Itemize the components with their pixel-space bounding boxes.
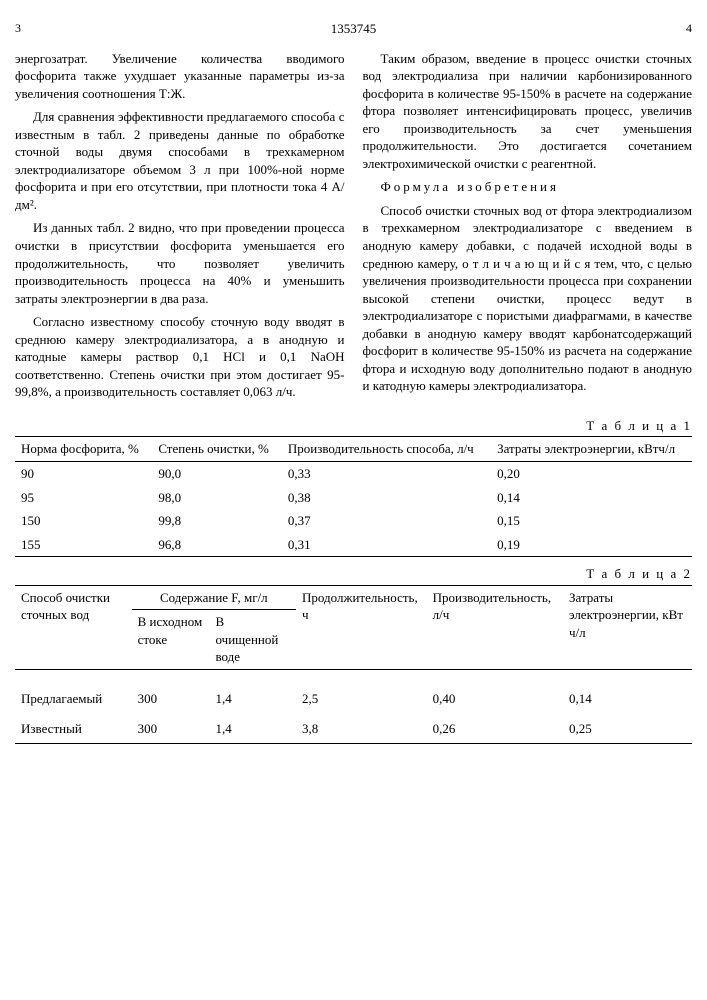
cell: 1,4: [210, 714, 297, 744]
page-header: 3 1353745 4: [15, 20, 692, 38]
table1: Норма фосфорита, % Степень очистки, % Пр…: [15, 436, 692, 557]
cell: 0,26: [427, 714, 563, 744]
table2-label: Т а б л и ц а 2: [15, 565, 692, 583]
cell: 0,37: [282, 509, 491, 533]
table-row: 150 99,8 0,37 0,15: [15, 509, 692, 533]
cell: 1,4: [210, 669, 297, 713]
table-row: Предлагаемый 300 1,4 2,5 0,40 0,14: [15, 669, 692, 713]
cell: 300: [132, 714, 210, 744]
page-left: 3: [15, 20, 21, 38]
table-row: Известный 300 1,4 3,8 0,26 0,25: [15, 714, 692, 744]
cell: 90,0: [152, 462, 282, 486]
table-row: 95 98,0 0,38 0,14: [15, 486, 692, 510]
cell: 96,8: [152, 533, 282, 557]
cell: 0,15: [491, 509, 692, 533]
cell: 90: [15, 462, 152, 486]
cell: 0,20: [491, 462, 692, 486]
col-header: В исходном стоке: [132, 610, 210, 670]
cell: 3,8: [296, 714, 427, 744]
col-header: Степень очистки, %: [152, 437, 282, 462]
col-header: В очищенной воде: [210, 610, 297, 670]
col-header: Затраты электроэнергии, кВтч/л: [491, 437, 692, 462]
cell: 0,38: [282, 486, 491, 510]
col-header: Продолжительность, ч: [296, 585, 427, 669]
para: Согласно известному способу сточную воду…: [15, 313, 345, 401]
cell: 0,40: [427, 669, 563, 713]
table-row: 90 90,0 0,33 0,20: [15, 462, 692, 486]
cell: 155: [15, 533, 152, 557]
cell: Известный: [15, 714, 132, 744]
cell: 2,5: [296, 669, 427, 713]
para: Из данных табл. 2 видно, что при проведе…: [15, 219, 345, 307]
col-header: Затраты электроэнергии, кВт ч/л: [563, 585, 692, 669]
para: Для сравнения эффективности предлагаемог…: [15, 108, 345, 213]
para: Способ очистки сточных вод от фтора элек…: [363, 202, 693, 395]
col-header: Содержание F, мг/л: [132, 585, 296, 610]
cell: Предлагаемый: [15, 669, 132, 713]
cell: 0,19: [491, 533, 692, 557]
cell: 99,8: [152, 509, 282, 533]
cell: 98,0: [152, 486, 282, 510]
cell: 95: [15, 486, 152, 510]
cell: 300: [132, 669, 210, 713]
col-header: Производительность, л/ч: [427, 585, 563, 669]
cell: 0,14: [563, 669, 692, 713]
cell: 0,25: [563, 714, 692, 744]
document-number: 1353745: [331, 20, 377, 38]
formula-title: Формула изобретения: [363, 178, 693, 196]
cell: 150: [15, 509, 152, 533]
left-column: энергозатрат. Увеличение количества ввод…: [15, 50, 345, 407]
col-header: Норма фосфорита, %: [15, 437, 152, 462]
cell: 0,33: [282, 462, 491, 486]
table-row: 155 96,8 0,31 0,19: [15, 533, 692, 557]
para: Таким образом, введение в процесс очистк…: [363, 50, 693, 173]
table2: Способ очистки сточных вод Содержание F,…: [15, 585, 692, 744]
cell: 0,31: [282, 533, 491, 557]
col-header: Способ очистки сточных вод: [15, 585, 132, 669]
table1-label: Т а б л и ц а 1: [15, 417, 692, 435]
right-column: Таким образом, введение в процесс очистк…: [363, 50, 693, 407]
col-header: Производительность способа, л/ч: [282, 437, 491, 462]
para: энергозатрат. Увеличение количества ввод…: [15, 50, 345, 103]
page-right: 4: [686, 20, 692, 38]
text-columns: энергозатрат. Увеличение количества ввод…: [15, 50, 692, 407]
cell: 0,14: [491, 486, 692, 510]
